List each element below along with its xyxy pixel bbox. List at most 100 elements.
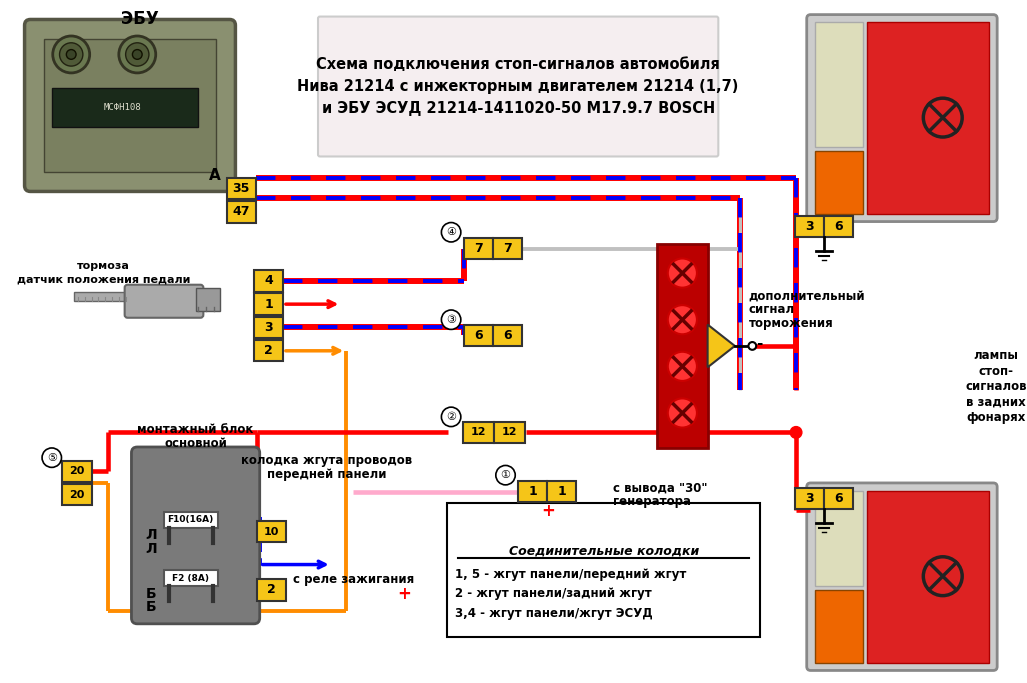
Bar — [814, 590, 863, 663]
Circle shape — [119, 36, 156, 73]
Bar — [657, 244, 708, 448]
Circle shape — [132, 50, 142, 59]
Text: А: А — [210, 169, 221, 184]
Bar — [463, 421, 494, 443]
Bar — [447, 503, 760, 637]
Circle shape — [442, 407, 461, 427]
Text: передней панели: передней панели — [267, 468, 386, 481]
Text: 10: 10 — [264, 527, 279, 537]
Bar — [795, 216, 825, 237]
Polygon shape — [708, 324, 735, 367]
Bar — [814, 151, 863, 214]
Text: 6: 6 — [835, 492, 843, 505]
Circle shape — [442, 310, 461, 329]
Text: -: - — [756, 337, 763, 352]
Text: с реле зажигания: с реле зажигания — [293, 572, 414, 585]
Bar — [254, 317, 283, 338]
Circle shape — [442, 223, 461, 242]
Text: ЭБУ: ЭБУ — [121, 10, 158, 29]
Text: сигналов: сигналов — [965, 380, 1027, 393]
Bar — [254, 294, 283, 315]
Text: Л: Л — [145, 542, 157, 556]
Text: 2: 2 — [264, 344, 273, 357]
Text: 20: 20 — [70, 466, 85, 476]
Text: 47: 47 — [232, 206, 250, 219]
Text: сигнал: сигнал — [749, 303, 795, 316]
Bar — [494, 421, 525, 443]
Bar — [63, 484, 91, 505]
Text: Л: Л — [145, 529, 157, 542]
Text: ⑤: ⑤ — [47, 453, 56, 462]
Bar — [164, 570, 218, 586]
Text: 1: 1 — [264, 298, 273, 311]
Bar — [227, 178, 256, 199]
Bar — [825, 216, 853, 237]
Text: 2 - жгут панели/задний жгут: 2 - жгут панели/задний жгут — [455, 587, 652, 600]
Text: колодка жгута проводов: колодка жгута проводов — [241, 454, 412, 467]
Text: Б: Б — [146, 587, 156, 601]
Circle shape — [125, 43, 149, 66]
Text: +: + — [541, 502, 556, 520]
Text: в задних: в задних — [966, 395, 1026, 409]
Circle shape — [496, 465, 516, 485]
Bar — [464, 238, 493, 260]
Text: дополнительный: дополнительный — [749, 290, 865, 303]
Text: 6: 6 — [835, 220, 843, 233]
Circle shape — [668, 258, 697, 288]
Text: F10(16A): F10(16A) — [167, 516, 214, 525]
FancyBboxPatch shape — [807, 14, 997, 221]
Text: 3: 3 — [264, 321, 273, 334]
Text: стоп-: стоп- — [979, 365, 1014, 378]
Text: 4: 4 — [264, 275, 273, 288]
Text: 1: 1 — [528, 485, 537, 498]
Bar — [164, 512, 218, 528]
FancyBboxPatch shape — [318, 16, 718, 156]
Text: 7: 7 — [473, 242, 483, 255]
Bar — [254, 270, 283, 292]
Text: 3,4 - жгут панели/жгут ЭСУД: 3,4 - жгут панели/жгут ЭСУД — [455, 607, 653, 619]
Bar — [493, 238, 522, 260]
Text: фонарях: фонарях — [966, 411, 1026, 424]
Text: ②: ② — [446, 412, 456, 422]
Bar — [814, 490, 863, 586]
Text: Схема подключения стоп-сигналов автомобиля
Нива 21214 с инжекторным двигателем 2: Схема подключения стоп-сигналов автомоби… — [298, 57, 738, 116]
Bar — [464, 324, 493, 346]
Text: 1: 1 — [558, 485, 566, 498]
Text: генератора: генератора — [613, 495, 691, 508]
Text: с вывода "30": с вывода "30" — [613, 482, 708, 494]
Circle shape — [668, 398, 697, 428]
Bar — [63, 460, 91, 482]
Text: торможения: торможения — [749, 317, 833, 330]
Bar — [814, 23, 863, 147]
Circle shape — [42, 448, 62, 467]
Text: основной: основной — [164, 436, 227, 449]
Text: 6: 6 — [474, 329, 483, 342]
Bar — [195, 288, 220, 311]
Bar — [254, 340, 283, 361]
Bar — [519, 481, 547, 503]
Text: ③: ③ — [446, 315, 456, 324]
Circle shape — [790, 427, 802, 438]
Circle shape — [749, 342, 756, 350]
Bar — [493, 324, 522, 346]
Bar — [51, 89, 197, 127]
Bar — [547, 481, 576, 503]
Text: 20: 20 — [70, 490, 85, 499]
FancyBboxPatch shape — [124, 285, 203, 318]
Text: лампы: лампы — [974, 349, 1019, 362]
Text: ①: ① — [500, 470, 510, 480]
Circle shape — [52, 36, 89, 73]
Circle shape — [67, 50, 76, 59]
Text: ④: ④ — [446, 227, 456, 237]
Text: 3: 3 — [805, 492, 814, 505]
Text: +: + — [397, 585, 412, 602]
Text: 12: 12 — [501, 428, 518, 437]
Bar — [257, 521, 286, 542]
Circle shape — [668, 305, 697, 334]
Text: 7: 7 — [503, 242, 511, 255]
Bar — [795, 488, 825, 509]
FancyBboxPatch shape — [131, 447, 260, 624]
Text: Б: Б — [146, 600, 156, 614]
Text: 12: 12 — [470, 428, 486, 437]
Bar — [44, 39, 216, 172]
